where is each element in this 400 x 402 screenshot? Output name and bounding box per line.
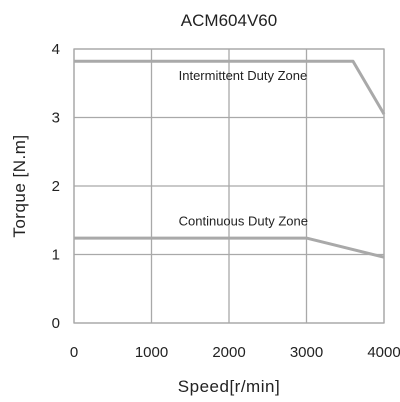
- y-tick-label-1: 1: [52, 247, 60, 264]
- y-tick-labels: 0 1 2 3 4: [52, 41, 60, 332]
- x-tick-label-3: 3000: [290, 344, 323, 361]
- series-line-0: [74, 59, 386, 115]
- annotation-0: Intermittent Duty Zone: [179, 68, 308, 83]
- series-group: [74, 59, 386, 259]
- y-axis-label: Torque [N.m]: [10, 134, 29, 237]
- x-tick-label-0: 0: [70, 344, 78, 361]
- annotations: Intermittent Duty Zone Continuous Duty Zo…: [179, 68, 308, 229]
- x-axis-label: Speed[r/min]: [178, 377, 280, 396]
- x-tick-label-2: 2000: [212, 344, 245, 361]
- series-line-1: [74, 236, 385, 259]
- grid-lines: [73, 48, 385, 324]
- y-tick-label-4: 4: [52, 41, 60, 58]
- y-tick-label-3: 3: [52, 110, 60, 127]
- x-tick-labels: 0 1000 2000 3000 4000: [70, 344, 400, 361]
- x-tick-label-4: 4000: [367, 344, 400, 361]
- plot-frame: [73, 48, 385, 324]
- annotation-1: Continuous Duty Zone: [179, 214, 308, 229]
- y-tick-label-0: 0: [52, 315, 60, 332]
- y-tick-label-2: 2: [52, 178, 60, 195]
- x-tick-label-1: 1000: [135, 344, 168, 361]
- chart-title: ACM604V60: [181, 11, 277, 30]
